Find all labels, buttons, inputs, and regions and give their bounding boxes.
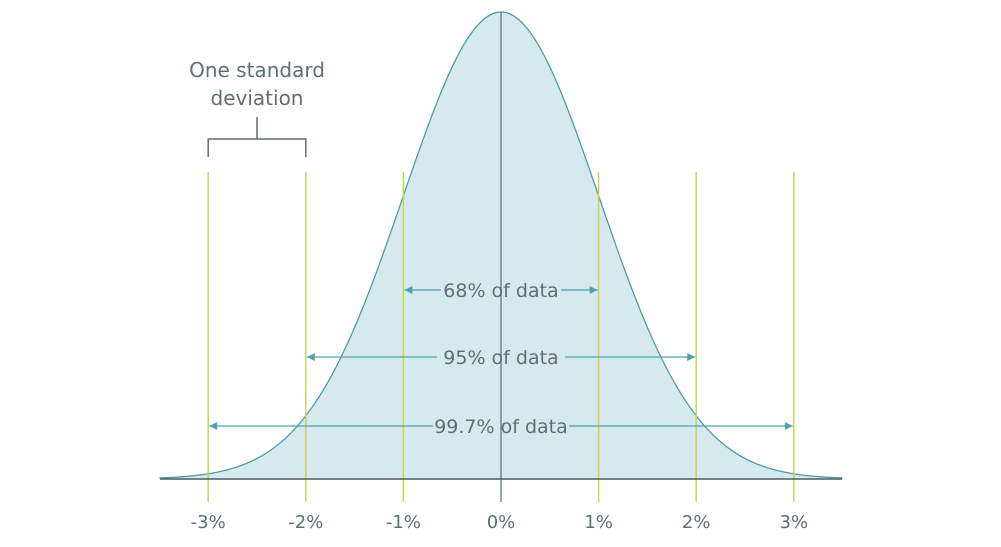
bracket	[207, 117, 307, 157]
range-arrow-head	[404, 286, 413, 294]
sigma-lines	[207, 172, 795, 502]
range-label: 68% of data	[443, 280, 558, 302]
range-arrows: 68% of data 95% of data 99.7% of data	[209, 280, 793, 438]
annotation-label-line-1: One standard	[189, 58, 325, 82]
standard-deviation-annotation: One standard deviation	[189, 58, 325, 157]
annotation-label-line-2: deviation	[211, 86, 304, 110]
range-arrow-head	[784, 422, 793, 430]
range-arrow: 99.7% of data	[209, 416, 793, 438]
range-label: 99.7% of data	[434, 416, 568, 438]
x-tick-label: -1%	[386, 512, 421, 533]
range-arrow-head	[687, 353, 696, 361]
range-arrow-head	[209, 422, 218, 430]
range-arrow: 95% of data	[306, 347, 696, 369]
x-tick-label: 0%	[487, 512, 516, 533]
range-arrow-head	[306, 353, 315, 361]
x-tick-label: 3%	[780, 512, 809, 533]
x-tick-label: -2%	[288, 512, 323, 533]
x-tick-labels: -3% -2% -1% 0% 1% 2% 3%	[191, 512, 808, 533]
range-label: 95% of data	[443, 347, 558, 369]
x-tick-label: -3%	[191, 512, 226, 533]
range-arrow-head	[589, 286, 598, 294]
range-arrow: 68% of data	[404, 280, 598, 302]
x-tick-label: 2%	[682, 512, 711, 533]
x-tick-label: 1%	[584, 512, 613, 533]
